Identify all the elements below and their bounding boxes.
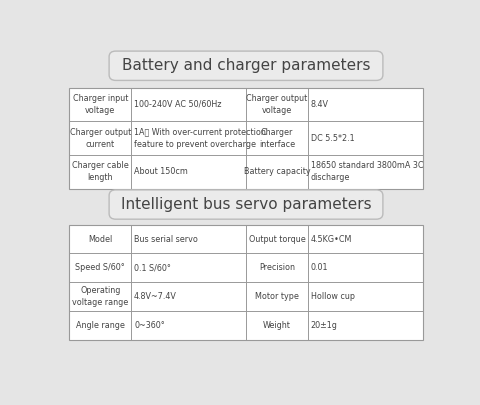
Text: Charger input
voltage: Charger input voltage	[72, 94, 128, 115]
Text: Weight: Weight	[263, 321, 291, 330]
Text: Output torque: Output torque	[249, 234, 305, 244]
Text: 0.01: 0.01	[311, 263, 328, 272]
Text: 0~360°: 0~360°	[134, 321, 165, 330]
Text: Operating
voltage range: Operating voltage range	[72, 286, 128, 307]
Text: DC 5.5*2.1: DC 5.5*2.1	[311, 134, 354, 143]
Text: Battery and charger parameters: Battery and charger parameters	[122, 58, 370, 73]
Text: Charger output
current: Charger output current	[70, 128, 131, 149]
Text: 4.8V~7.4V: 4.8V~7.4V	[134, 292, 177, 301]
Text: Charger cable
length: Charger cable length	[72, 161, 129, 182]
Text: 1A， With over-current protection
feature to prevent overcharge: 1A， With over-current protection feature…	[134, 128, 266, 149]
Text: Bus serial servo: Bus serial servo	[134, 234, 198, 244]
FancyBboxPatch shape	[109, 51, 383, 81]
Text: Angle range: Angle range	[76, 321, 125, 330]
Text: 100-240V AC 50/60Hz: 100-240V AC 50/60Hz	[134, 100, 222, 109]
Text: 18650 standard 3800mA 3C
discharge: 18650 standard 3800mA 3C discharge	[311, 161, 423, 182]
Text: Precision: Precision	[259, 263, 295, 272]
Text: Model: Model	[88, 234, 112, 244]
Text: Hollow cup: Hollow cup	[311, 292, 355, 301]
Text: Intelligent bus servo parameters: Intelligent bus servo parameters	[120, 197, 372, 212]
Text: Charger
interface: Charger interface	[259, 128, 295, 149]
Text: 0.1 S/60°: 0.1 S/60°	[134, 263, 171, 272]
Text: Motor type: Motor type	[255, 292, 299, 301]
FancyBboxPatch shape	[109, 190, 383, 219]
Text: Speed S/60°: Speed S/60°	[75, 263, 125, 272]
Text: 8.4V: 8.4V	[311, 100, 329, 109]
Text: Battery capacity: Battery capacity	[244, 167, 310, 176]
Text: About 150cm: About 150cm	[134, 167, 188, 176]
Text: 20±1g: 20±1g	[311, 321, 338, 330]
FancyBboxPatch shape	[69, 87, 423, 189]
FancyBboxPatch shape	[69, 225, 423, 339]
Text: Charger output
voltage: Charger output voltage	[246, 94, 308, 115]
Text: 4.5KG•CM: 4.5KG•CM	[311, 234, 352, 244]
